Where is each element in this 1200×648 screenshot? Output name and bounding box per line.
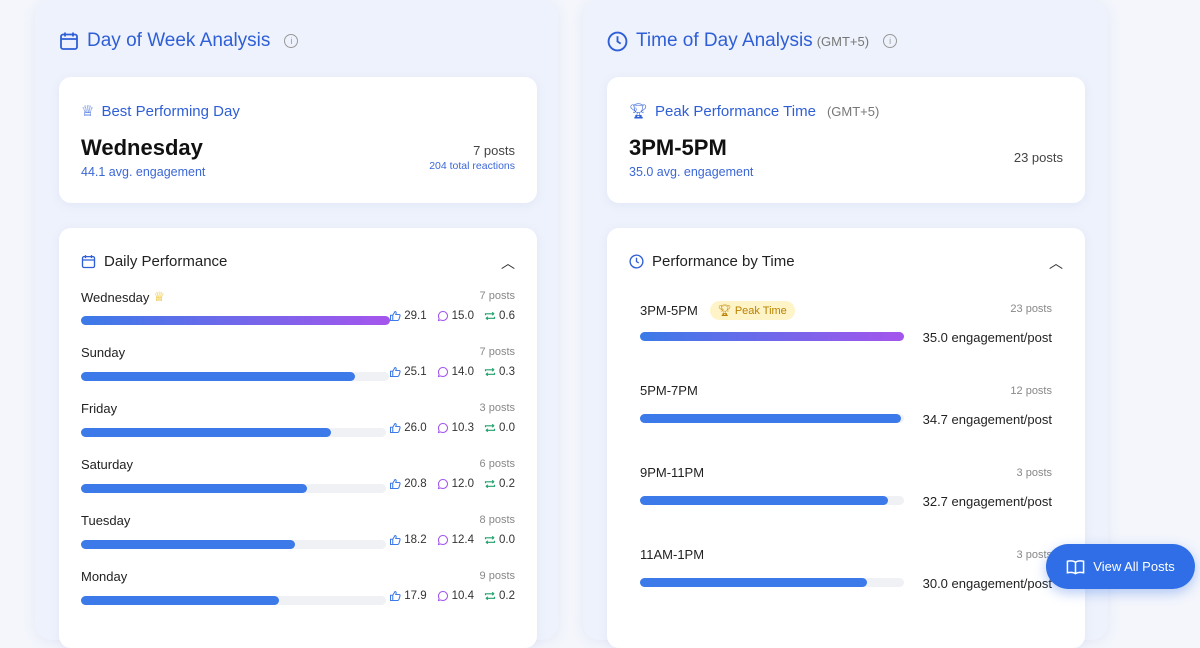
day-panel-title: Day of Week Analysis i [59,30,299,52]
comment-icon [437,590,448,602]
view-all-posts-button[interactable]: View All Posts [1046,544,1195,589]
engagement-bar-track [640,496,904,505]
repost-icon [484,423,496,433]
day-row: Wednesday ♕ 7 posts 29.1 15.0 0.6 [81,289,515,339]
crown-icon: ♕ [153,289,166,304]
peak-time-card: 🏆︎ Peak Performance Time (GMT+5) 3PM-5PM 3… [607,77,1085,203]
engagement-bar-track [81,372,389,381]
time-row: 5PM-7PM 12 posts 34.7 engagement/post [640,383,1052,427]
thumbs-up-icon [390,534,401,546]
clock-icon [607,31,628,51]
day-row: Monday 9 posts 17.9 10.4 0.2 [81,569,515,619]
crown-icon: ♕ [81,103,95,120]
comment-icon [437,422,448,434]
engagement-bar-fill [81,484,307,493]
thumbs-up-icon [390,478,401,490]
peak-time-posts: 23 posts [1013,150,1063,165]
daily-performance-card: Daily Performance ︿ Wednesday ♕ 7 posts 2… [59,228,537,648]
engagement-bar-fill [640,578,868,587]
trophy-icon: 🏆︎ [629,103,649,120]
engagement-bar-fill [81,372,356,381]
day-of-week-panel: Day of Week Analysis i ♕ Best Performing … [35,0,558,648]
engagement-bar-fill [640,496,889,505]
comment-icon [437,310,448,322]
peak-time-avg: 35.0 avg. engagement [629,165,754,179]
engagement-bar-track [81,484,386,493]
repost-icon [484,591,496,601]
best-day: Wednesday [81,135,203,160]
repost-icon [484,311,496,321]
repost-icon [484,479,496,489]
engagement-bar-track [81,316,390,325]
info-icon[interactable]: i [883,34,898,48]
thumbs-up-icon [390,422,401,434]
thumbs-up-icon [390,310,401,322]
comment-icon [437,534,448,546]
time-panel-title: Time of Day Analysis (GMT+5) i [607,30,898,52]
engagement-bar-track [640,332,904,341]
peak-time-badge: 🏆︎ Peak Time [709,301,795,320]
engagement-bar-fill [81,540,295,549]
repost-icon [484,367,496,377]
engagement-bar-fill [640,332,904,341]
best-day-reactions: 204 total reactions [429,160,515,172]
best-day-posts: 7 posts [473,143,515,158]
thumbs-up-icon [390,590,401,602]
best-day-avg: 44.1 avg. engagement [81,165,206,179]
time-row: 11AM-1PM 3 posts 30.0 engagement/post [640,547,1052,591]
clock-icon [629,254,644,269]
collapse-chevron-icon[interactable]: ︿ [1049,255,1063,271]
repost-icon [484,535,496,545]
calendar-icon [60,32,78,50]
engagement-bar-fill [640,414,902,423]
info-icon[interactable]: i [284,34,299,48]
comment-icon [437,478,448,490]
day-row: Friday 3 posts 26.0 10.3 0.0 [81,401,515,451]
book-icon [1066,559,1085,575]
collapse-chevron-icon[interactable]: ︿ [501,255,515,271]
time-of-day-panel: Time of Day Analysis (GMT+5) i 🏆︎ Peak Per… [583,0,1108,648]
engagement-bar-track [640,414,904,423]
engagement-bar-track [81,540,386,549]
day-row: Tuesday 8 posts 18.2 12.4 0.0 [81,513,515,563]
engagement-bar-track [640,578,904,587]
engagement-bar-track [81,428,386,437]
thumbs-up-icon [390,366,401,378]
time-row: 9PM-11PM 3 posts 32.7 engagement/post [640,465,1052,509]
best-day-card: ♕ Best Performing Day Wednesday 44.1 avg.… [59,77,537,203]
calendar-icon [81,255,96,269]
engagement-bar-fill [81,428,332,437]
performance-by-time-card: Performance by Time ︿ 3PM-5PM 🏆︎ Peak Tim… [607,228,1085,648]
comment-icon [437,366,448,378]
engagement-bar-track [81,596,386,605]
day-row: Sunday 7 posts 25.1 14.0 0.3 [81,345,515,395]
day-row: Saturday 6 posts 20.8 12.0 0.2 [81,457,515,507]
engagement-bar-fill [81,316,390,325]
time-row: 3PM-5PM 🏆︎ Peak Time 23 posts 35.0 engage… [640,301,1052,345]
peak-time: 3PM-5PM [629,135,727,160]
engagement-bar-fill [81,596,280,605]
